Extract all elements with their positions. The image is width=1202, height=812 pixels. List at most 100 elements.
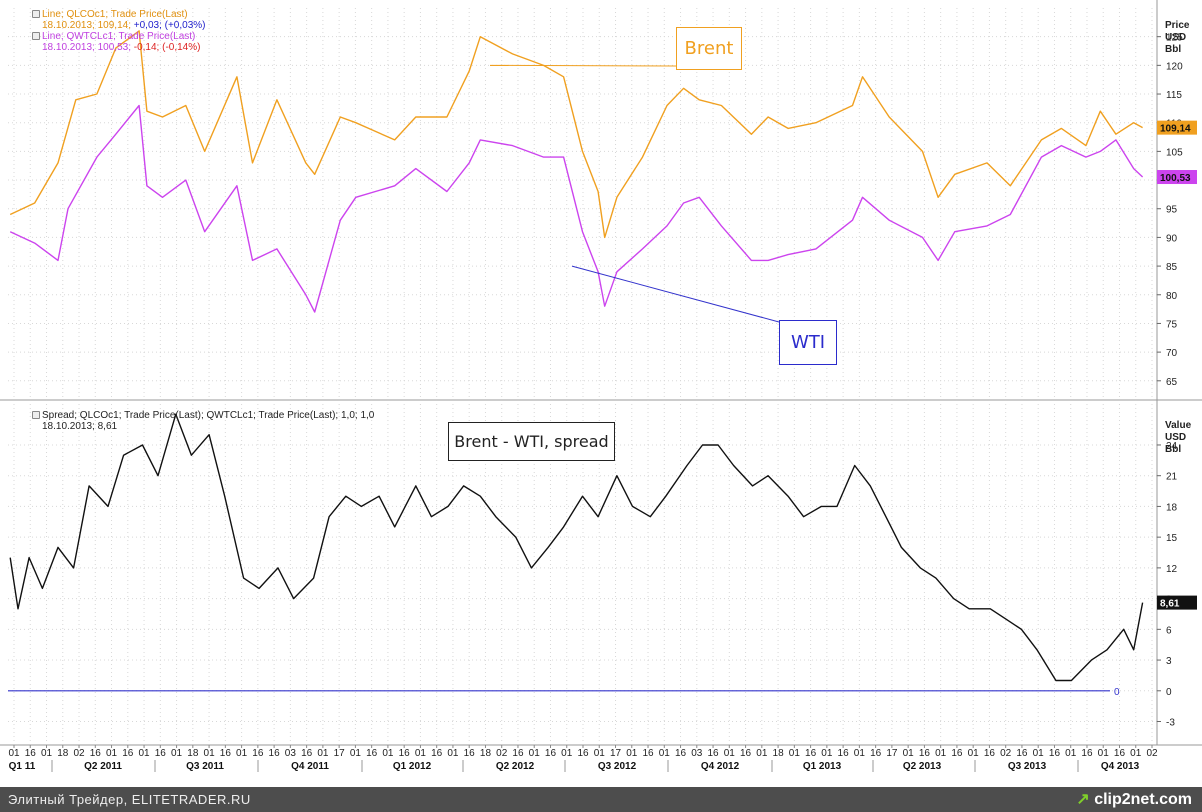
brent-legend-line: Line; QLCOc1; Trade Price(Last)	[42, 9, 188, 20]
spread-legend-date: 18.10.2013; 8,61	[42, 421, 118, 432]
x-tick-label: 02	[73, 748, 85, 759]
brent-legend-pct: (+0,03%)	[164, 20, 206, 31]
spread-last-tag: 8,61	[1160, 599, 1180, 610]
quarter-label: Q2 2011	[84, 761, 122, 772]
x-tick-label: 16	[740, 748, 752, 759]
x-tick-label: 16	[122, 748, 134, 759]
y-tick-label: 95	[1166, 205, 1178, 216]
wti-legend-values: 18.10.2013; 100,53; -0,14; (-0,14%)	[32, 42, 206, 53]
x-tick-label: 18	[187, 748, 199, 759]
y-tick-label: 90	[1166, 233, 1178, 244]
y-tick-label: 0	[1166, 687, 1172, 698]
quarter-label: Q1 2012	[393, 761, 432, 772]
x-tick-label: 01	[626, 748, 638, 759]
x-tick-label: 01	[561, 748, 573, 759]
footer-bar: Элитный Трейдер, ELITETRADER.RU ↗ clip2n…	[0, 787, 1202, 812]
y-tick-label: 70	[1166, 348, 1178, 359]
axis-title-line: Bbl	[1165, 444, 1182, 455]
wti-annotation[interactable]: WTI	[779, 320, 837, 365]
x-tick-label: 16	[707, 748, 719, 759]
x-tick-label: 16	[431, 748, 443, 759]
wti-connector	[571, 265, 780, 323]
x-tick-label: 16	[252, 748, 264, 759]
x-tick-label: 16	[870, 748, 882, 759]
brent-annotation[interactable]: Brent	[676, 27, 742, 70]
x-tick-label: 16	[984, 748, 996, 759]
legend-toggle-icon[interactable]	[32, 32, 40, 41]
brent-legend-change: +0,03;	[133, 20, 162, 31]
x-tick-label: 16	[805, 748, 817, 759]
wti-legend-change: -0,14;	[133, 42, 160, 53]
x-tick-label: 16	[512, 748, 524, 759]
y-tick-label: 21	[1166, 472, 1178, 483]
chart-canvas: 65707580859095100105110115120125-3036912…	[0, 0, 1202, 772]
x-tick-label: 01	[724, 748, 736, 759]
wti-legend-date: 18.10.2013;	[42, 42, 95, 53]
arrow-icon: ↗	[1076, 791, 1090, 808]
brent-connector	[489, 64, 677, 67]
x-tick-label: 02	[1000, 748, 1012, 759]
wti-legend-line: Line; QWTCLc1; Trade Price(Last)	[42, 31, 196, 42]
y-tick-label: 6	[1166, 625, 1172, 636]
x-tick-label: 16	[1016, 748, 1028, 759]
x-tick-label: 17	[334, 748, 346, 759]
x-tick-label: 16	[675, 748, 687, 759]
y-tick-label: 85	[1166, 262, 1178, 273]
x-tick-label: 16	[399, 748, 411, 759]
quarter-label: Q4 2011	[291, 761, 329, 772]
x-tick-label: 16	[464, 748, 476, 759]
x-tick-label: 16	[1081, 748, 1093, 759]
spread-annotation[interactable]: Brent - WTI, spread	[448, 422, 615, 461]
footer-text: Элитный Трейдер, ELITETRADER.RU	[8, 792, 251, 807]
x-tick-label: 01	[659, 748, 671, 759]
x-tick-label: 01	[903, 748, 915, 759]
axis-title-line: Bbl	[1165, 44, 1182, 55]
quarter-label: Q2 2012	[496, 761, 535, 772]
quarter-label: Q1 2013	[803, 761, 842, 772]
x-tick-label: 02	[1146, 748, 1158, 759]
x-tick-label: 01	[935, 748, 947, 759]
x-tick-label: 16	[838, 748, 850, 759]
spread-legend-row[interactable]: Spread; QLCOc1; Trade Price(Last); QWTCL…	[32, 410, 374, 421]
y-tick-label: -3	[1166, 718, 1175, 729]
series-layer	[8, 30, 1144, 692]
quarter-label: Q3 2012	[598, 761, 637, 772]
top-axis-title: Price USD Bbl	[1165, 20, 1189, 56]
x-tick-label: 01	[204, 748, 216, 759]
x-tick-label: 01	[41, 748, 53, 759]
y-tick-label: 120	[1166, 61, 1183, 72]
legend-toggle-icon[interactable]	[32, 10, 40, 19]
x-tick-label: 18	[57, 748, 69, 759]
clip2net-text: clip2net.com	[1094, 791, 1192, 808]
y-tick-label: 80	[1166, 291, 1178, 302]
y-tick-label: 65	[1166, 377, 1178, 388]
x-tick-label: 01	[1098, 748, 1110, 759]
x-tick-label: 01	[138, 748, 150, 759]
x-tick-label: 01	[594, 748, 606, 759]
x-tick-label: 01	[821, 748, 833, 759]
x-tick-label: 17	[610, 748, 622, 759]
quarter-label: Q4 2012	[701, 761, 740, 772]
spread-last-tag-bg	[1157, 595, 1197, 610]
axis-layer: 65707580859095100105110115120125-3036912…	[8, 33, 1197, 772]
axis-title-line: Price	[1165, 20, 1190, 31]
x-tick-label: 01	[789, 748, 801, 759]
axis-title-line: USD	[1165, 32, 1187, 43]
x-tick-label: 16	[545, 748, 557, 759]
x-tick-label: 03	[285, 748, 297, 759]
x-tick-label: 16	[90, 748, 102, 759]
brent-legend-date: 18.10.2013;	[42, 20, 95, 31]
y-tick-label: 24	[1166, 441, 1178, 452]
x-tick-label: 16	[577, 748, 589, 759]
quarter-label: Q3 2013	[1008, 761, 1047, 772]
brent-last-tag-bg	[1157, 120, 1197, 135]
x-tick-label: 16	[220, 748, 232, 759]
wti-legend-row[interactable]: Line; QWTCLc1; Trade Price(Last)	[32, 31, 206, 42]
bottom-legend: Spread; QLCOc1; Trade Price(Last); QWTCL…	[32, 410, 374, 432]
clip2net-logo[interactable]: ↗ clip2net.com	[1076, 789, 1192, 809]
legend-toggle-icon[interactable]	[32, 411, 40, 420]
quarter-label: Q4 2013	[1101, 761, 1140, 772]
y-tick-label: 125	[1166, 33, 1183, 44]
wti-legend-value: 100,53;	[97, 42, 131, 53]
brent-legend-row[interactable]: Line; QLCOc1; Trade Price(Last)	[32, 9, 206, 20]
